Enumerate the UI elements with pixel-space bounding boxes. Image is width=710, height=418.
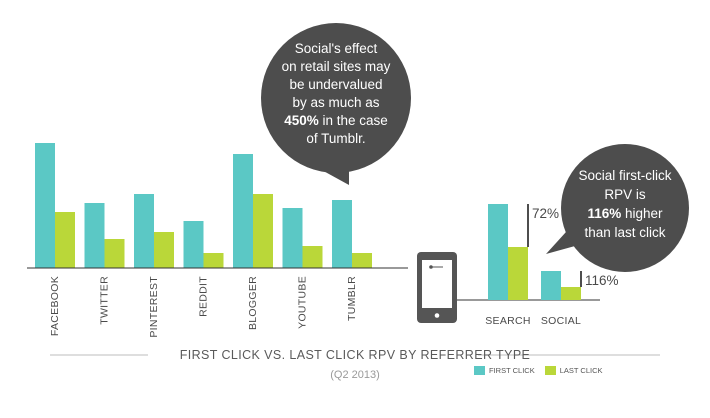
legend-label-first-click: FIRST CLICK — [489, 366, 535, 375]
bar-social-last-click — [561, 287, 581, 300]
callout-bubble-1: Social's effect on retail sites may be und… — [261, 23, 411, 185]
search-social-bars: 72% SEARCH 116% SOCIAL — [455, 204, 619, 327]
legend-item-first-click: FIRST CLICK — [474, 366, 535, 375]
legend-item-last-click: LAST CLICK — [544, 366, 603, 375]
callout-text-line: be undervalued — [289, 77, 382, 92]
legend-swatch-last-click — [544, 366, 556, 375]
tick-label-twitter: TWITTER — [99, 276, 111, 325]
bar-blogger-last-click — [253, 194, 273, 268]
callout-text-line: by as much as — [292, 95, 379, 110]
tick-label-social: SOCIAL — [541, 315, 581, 327]
bar-twitter-last-click — [104, 239, 125, 268]
bar-facebook-first-click — [35, 143, 55, 268]
callout-text-line: on retail sites may — [282, 59, 391, 74]
tick-label-youtube: YOUTUBE — [297, 276, 309, 329]
tick-label-tumblr: TUMBLR — [346, 276, 358, 321]
tick-label-blogger: BLOGGER — [247, 276, 259, 330]
callout-text-line: 450% in the case — [284, 113, 388, 128]
chart-subtitle: (Q2 2013) — [330, 369, 380, 381]
bar-youtube-first-click — [282, 208, 303, 268]
difference-label-search: 72% — [532, 206, 559, 221]
tick-label-facebook: FACEBOOK — [49, 276, 61, 336]
callout-text-line: 116% higher — [587, 206, 663, 221]
callout-text-line: RPV is — [604, 187, 646, 202]
bar-twitter-first-click — [84, 203, 105, 268]
bar-search-first-click — [488, 204, 508, 300]
bar-reddit-last-click — [203, 253, 224, 268]
tick-label-pinterest: PINTEREST — [148, 276, 160, 338]
bar-tumblr-first-click — [332, 200, 352, 268]
tick-label-search: SEARCH — [485, 315, 531, 327]
bar-social-first-click — [541, 271, 561, 300]
mobile-phone-icon — [417, 252, 457, 323]
callout-text-line: than last click — [584, 225, 665, 240]
callout-bubble-2: Social first-click RPV is 116% higher than … — [546, 144, 689, 272]
bar-youtube-last-click — [302, 246, 323, 268]
legend-label-last-click: LAST CLICK — [559, 366, 603, 375]
bar-blogger-first-click — [233, 154, 253, 268]
legend-swatch-first-click — [474, 366, 485, 375]
callout-text-line: Social's effect — [295, 41, 378, 56]
bar-tumblr-last-click — [352, 253, 372, 268]
callout-text-line: Social first-click — [578, 168, 671, 183]
bar-facebook-last-click — [55, 212, 75, 268]
callout-bubbles: Social's effect on retail sites may be und… — [261, 23, 689, 272]
bar-pinterest-last-click — [154, 232, 174, 268]
bar-reddit-first-click — [183, 221, 204, 268]
chart-title: FIRST CLICK VS. LAST CLICK RPV BY REFERR… — [179, 348, 531, 362]
legend: FIRST CLICK LAST CLICK — [474, 366, 613, 375]
tick-label-reddit: REDDIT — [198, 276, 210, 317]
difference-label-social: 116% — [585, 273, 619, 288]
bar-pinterest-first-click — [134, 194, 154, 268]
bar-search-last-click — [508, 247, 528, 300]
callout-text-line: of Tumblr. — [306, 131, 365, 146]
referrer-bars: FACEBOOK TWITTER PINTEREST REDDIT BLOGGER YOU… — [27, 143, 408, 338]
